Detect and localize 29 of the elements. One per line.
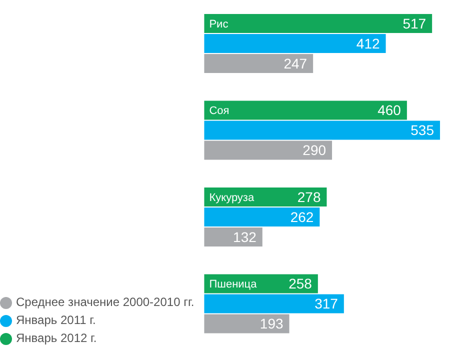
data-label: 460	[378, 102, 402, 118]
data-label: 193	[260, 316, 284, 332]
y-tick-label: Кукуруза	[209, 192, 255, 204]
y-tick-label: Рис	[209, 18, 229, 30]
bar	[204, 208, 320, 226]
bar	[204, 54, 314, 73]
bar	[204, 34, 386, 53]
bar	[204, 140, 332, 160]
data-label: 412	[356, 35, 380, 52]
y-tick-label: Соя	[209, 105, 230, 118]
bar	[204, 14, 432, 33]
data-label: 278	[297, 188, 321, 205]
data-label: 317	[314, 296, 338, 312]
bar	[204, 294, 344, 314]
y-tick-label: Пшеница	[209, 278, 258, 291]
bar	[204, 228, 262, 246]
legend-label: Январь 2012 г.	[16, 331, 97, 345]
legend-label: Январь 2011 г.	[16, 313, 96, 327]
bar	[204, 120, 440, 140]
data-label: 535	[410, 122, 434, 138]
data-label: 132	[233, 228, 257, 245]
data-label: 290	[302, 142, 326, 158]
legend-label: Среднее значение 2000-2010 гг.	[16, 295, 194, 309]
bar	[204, 100, 407, 120]
data-label: 247	[284, 55, 308, 72]
data-label: 517	[402, 15, 426, 32]
data-label: 258	[288, 276, 312, 292]
bar	[204, 314, 290, 334]
data-label: 262	[290, 208, 314, 225]
